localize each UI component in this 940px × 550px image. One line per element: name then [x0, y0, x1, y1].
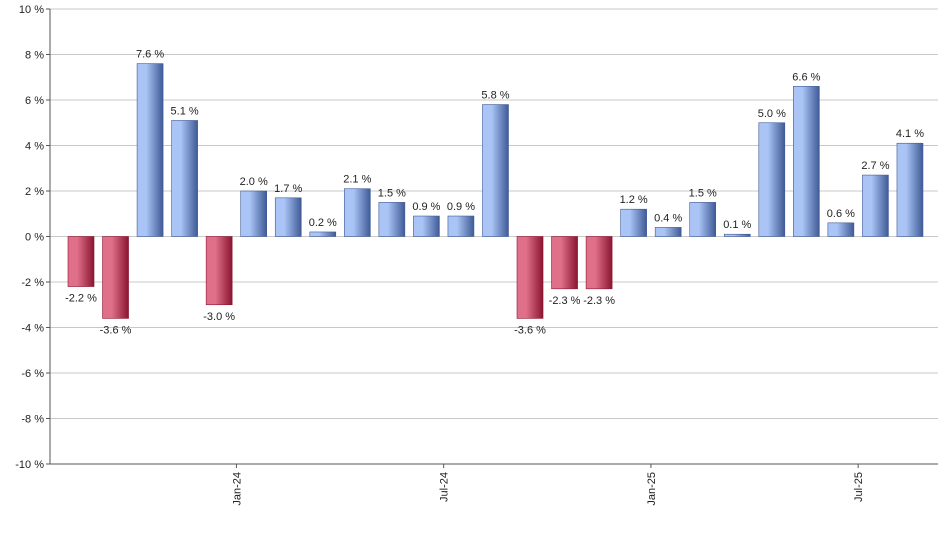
bar [793, 86, 820, 237]
bar [689, 202, 717, 237]
bar-data-label: 1.2 % [620, 194, 648, 206]
bar [67, 236, 95, 287]
bar-data-label: 7.6 % [136, 49, 164, 61]
bar-data-label: 0.9 % [412, 201, 440, 213]
bar-data-label: 0.9 % [447, 201, 475, 213]
bar-data-label: 5.1 % [171, 105, 199, 117]
bar [896, 142, 924, 237]
y-tick-label: 4 % [25, 141, 44, 153]
y-tick-label: 2 % [25, 186, 44, 198]
bar-data-label: 1.5 % [689, 187, 717, 199]
bar-data-label: 5.0 % [758, 108, 786, 120]
bar-data-label: 0.1 % [723, 219, 751, 231]
x-tick-label: Jan-24 [231, 472, 243, 506]
bar-data-label: -3.6 % [100, 324, 132, 336]
bar [102, 236, 129, 319]
bar-data-label: 2.7 % [861, 160, 889, 172]
bar [136, 63, 164, 237]
bar [447, 215, 475, 237]
bar-data-label: 1.5 % [378, 187, 406, 199]
bar-data-label: 5.8 % [481, 90, 509, 102]
x-tick-label: Jul-24 [439, 472, 451, 502]
bar-data-label: -3.6 % [514, 324, 546, 336]
bar [551, 236, 578, 290]
bar-data-label: 0.2 % [309, 217, 337, 229]
bar-data-label: -2.3 % [549, 295, 581, 307]
bar [723, 233, 751, 237]
bar-data-label: -2.2 % [65, 293, 97, 305]
y-tick-label: -10 % [15, 459, 44, 471]
axes [49, 9, 938, 465]
y-tick-label: -2 % [21, 277, 44, 289]
bar [171, 120, 198, 237]
bar-data-label: 0.6 % [827, 208, 855, 220]
bar [274, 197, 302, 237]
bars [67, 63, 924, 319]
y-tick-label: -8 % [21, 414, 44, 426]
bar-data-label: 4.1 % [896, 128, 924, 140]
bar [309, 231, 337, 237]
bar [516, 236, 544, 319]
bar [654, 227, 682, 237]
y-tick-label: -6 % [21, 368, 44, 380]
y-tick-label: 0 % [25, 232, 44, 244]
bar-data-label: 6.6 % [792, 71, 820, 83]
x-tick-label: Jul-25 [853, 472, 865, 502]
bar [378, 202, 406, 237]
bar [827, 222, 855, 237]
bar-data-label: 2.0 % [240, 176, 268, 188]
y-tick-label: 10 % [19, 4, 44, 16]
bar-data-label: 1.7 % [274, 183, 302, 195]
bar-data-label: 0.4 % [654, 212, 682, 224]
bar [413, 215, 440, 237]
bar [585, 236, 613, 290]
y-tick-label: -4 % [21, 323, 44, 335]
y-tick-label: 8 % [25, 50, 44, 62]
bar-data-labels: -2.2 % -3.6 % 7.6 % 5.1 % -3.0 % 2.0 % 1.7 % 0.… [65, 49, 924, 337]
bar [620, 208, 647, 237]
bar-data-label: 2.1 % [343, 174, 371, 186]
bar [482, 104, 509, 237]
bar [240, 190, 267, 237]
bar-data-label: -3.0 % [203, 311, 235, 323]
bar [758, 122, 786, 237]
bar-data-label: -2.3 % [583, 295, 615, 307]
y-tick-label: 6 % [25, 95, 44, 107]
bar [205, 236, 233, 306]
bar [344, 188, 371, 237]
y-axis-tick-labels: -10 % -8 % -6 % -4 % -2 % 0 % 2 % 4 % 6 % 8 % 10 % [15, 4, 50, 471]
x-axis-tick-labels: Jan-24 Jul-24 Jan-25 Jul-25 [231, 464, 865, 506]
bar [862, 174, 889, 237]
x-tick-label: Jan-25 [646, 472, 658, 506]
